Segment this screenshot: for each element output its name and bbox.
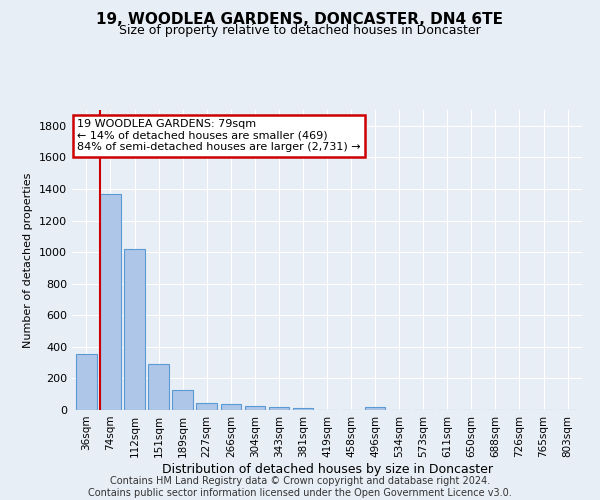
Bar xyxy=(365,407,385,410)
Bar xyxy=(172,390,193,410)
Y-axis label: Number of detached properties: Number of detached properties xyxy=(23,172,34,348)
Bar xyxy=(293,408,313,410)
X-axis label: Distribution of detached houses by size in Doncaster: Distribution of detached houses by size … xyxy=(161,462,493,475)
Bar xyxy=(124,249,145,410)
Bar xyxy=(245,406,265,410)
Bar xyxy=(269,407,289,410)
Text: 19, WOODLEA GARDENS, DONCASTER, DN4 6TE: 19, WOODLEA GARDENS, DONCASTER, DN4 6TE xyxy=(97,12,503,28)
Text: Size of property relative to detached houses in Doncaster: Size of property relative to detached ho… xyxy=(119,24,481,37)
Bar xyxy=(148,364,169,410)
Text: 19 WOODLEA GARDENS: 79sqm
← 14% of detached houses are smaller (469)
84% of semi: 19 WOODLEA GARDENS: 79sqm ← 14% of detac… xyxy=(77,119,361,152)
Text: Contains HM Land Registry data © Crown copyright and database right 2024.
Contai: Contains HM Land Registry data © Crown c… xyxy=(88,476,512,498)
Bar xyxy=(196,403,217,410)
Bar xyxy=(221,404,241,410)
Bar xyxy=(100,194,121,410)
Bar xyxy=(76,354,97,410)
